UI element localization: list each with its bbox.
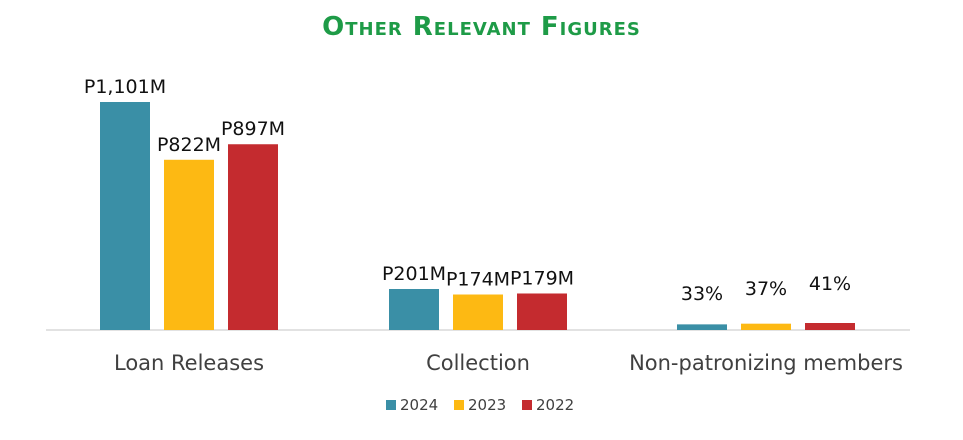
legend-label-2024: 2024: [400, 396, 438, 414]
data-label-3-series-2022: 41%: [809, 273, 851, 295]
data-label-1-series-2024: P1,101M: [84, 76, 166, 98]
data-label-3-series-2024: 33%: [681, 283, 723, 305]
bar-3-series-2022: [805, 323, 855, 330]
category-label-3: Non-patronizing members: [629, 351, 903, 375]
bar-2-series-2022: [517, 293, 567, 330]
legend-swatch-2023: [454, 400, 464, 410]
category-label-1: Loan Releases: [114, 351, 264, 375]
bar-1-series-2024: [100, 102, 150, 330]
bar-2-series-2023: [453, 294, 503, 330]
bar-3-series-2024: [677, 324, 727, 330]
legend-swatch-2022: [522, 400, 532, 410]
bar-3-series-2023: [741, 323, 791, 330]
legend-swatch-2024: [386, 400, 396, 410]
category-label-2: Collection: [426, 351, 530, 375]
bar-1-series-2023: [164, 159, 214, 330]
bar-1-series-2022: [228, 144, 278, 330]
data-label-1-series-2022: P897M: [221, 118, 285, 140]
chart-title: Other Relevant Figures: [322, 12, 641, 42]
data-label-2-series-2024: P201M: [382, 263, 446, 285]
data-label-2-series-2023: P174M: [446, 269, 510, 291]
bar-2-series-2024: [389, 289, 439, 330]
data-label-1-series-2023: P822M: [157, 134, 221, 156]
legend-label-2023: 2023: [468, 396, 506, 414]
legend-label-2022: 2022: [536, 396, 574, 414]
data-label-2-series-2022: P179M: [510, 267, 574, 289]
data-label-3-series-2023: 37%: [745, 278, 787, 300]
